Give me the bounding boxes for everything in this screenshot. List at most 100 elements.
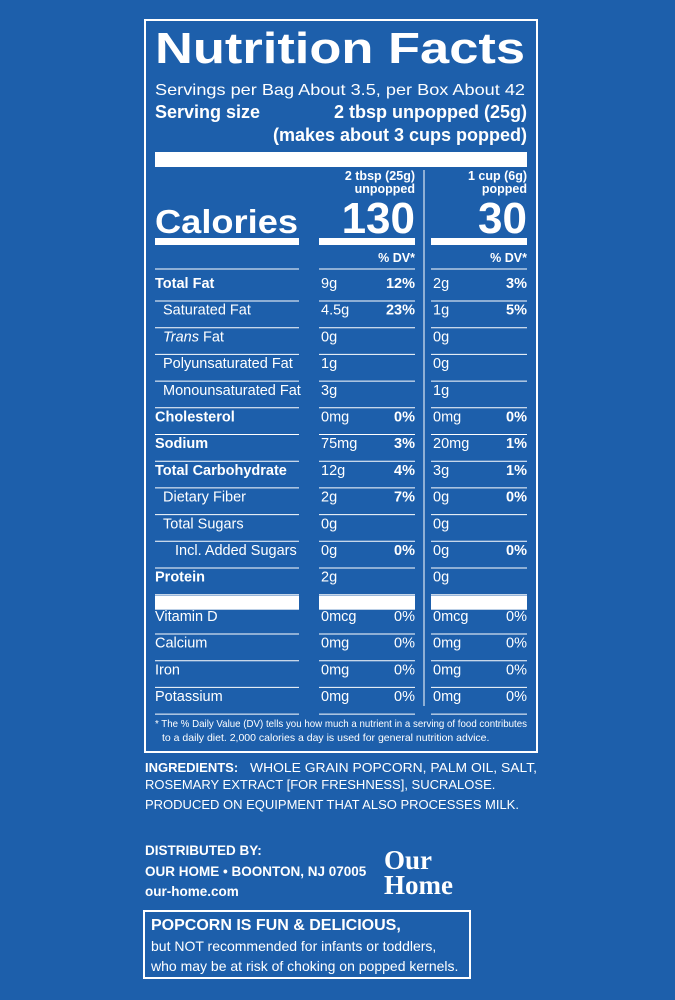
nutrient-name: Monounsaturated Fat (163, 383, 301, 399)
ingredients: WHOLE GRAIN POPCORN, PALM OIL, SALT, (250, 760, 537, 775)
nutrient-name: Calcium (155, 636, 207, 652)
nutrient-name-part: Fat (203, 329, 224, 345)
nutrient-amount: 1g (433, 303, 449, 319)
brand-logo: Our (384, 845, 432, 875)
nutrient-dv: 0% (506, 636, 527, 652)
nutrient-dv: 0% (506, 410, 527, 426)
nutrient-dv: 1% (506, 463, 527, 479)
nutrient-dv: 12% (386, 276, 415, 292)
nutrient-amount: 0mg (433, 636, 461, 652)
nutrient-amount: 0mg (433, 662, 461, 678)
nutrient-dv: 0% (394, 636, 415, 652)
nutrient-dv: 0% (394, 609, 415, 625)
dv-header: % DV* (378, 251, 415, 265)
column-state: popped (482, 182, 527, 196)
column-amount: 2 tbsp (25g) (345, 169, 415, 183)
servings: Servings per Bag About 3.5, per Box Abou… (155, 82, 525, 99)
footnote: * The % Daily Value (DV) tells you how m… (155, 718, 527, 730)
nutrient-name: Sodium (155, 436, 208, 452)
nutrient-amount: 0mcg (433, 609, 468, 625)
nutrient-amount: 0g (433, 329, 449, 345)
nutrient-dv: 0% (394, 662, 415, 678)
serving-size-note: (makes about 3 cups popped) (273, 125, 527, 145)
thick-bar (155, 595, 299, 610)
calories-bar (319, 238, 415, 245)
nutrient-amount: 4.5g (321, 303, 349, 319)
nutrient-name: Cholesterol (155, 410, 235, 426)
calories-bar (431, 238, 527, 245)
nutrient-amount: 0mg (321, 662, 349, 678)
nutrient-dv: 0% (506, 662, 527, 678)
nutrient-dv: 7% (394, 490, 415, 506)
nutrient-amount: 2g (433, 276, 449, 292)
nutrient-dv: 0% (506, 609, 527, 625)
nutrient-name: Trans Fat (163, 329, 224, 345)
warning-title: POPCORN IS FUN & DELICIOUS, (151, 917, 401, 934)
nutrient-amount: 0mg (321, 689, 349, 705)
nutrient-dv: 0% (506, 490, 527, 506)
nutrient-amount: 3g (321, 383, 337, 399)
nutrient-amount: 0mcg (321, 609, 356, 625)
brand-logo: Home (384, 870, 453, 900)
nutrient-dv: 23% (386, 303, 415, 319)
distributor-label: DISTRIBUTED BY: (145, 843, 262, 858)
thick-bar (155, 152, 527, 167)
column-amount: 1 cup (6g) (468, 169, 527, 183)
thick-bar (431, 595, 527, 610)
nutrient-amount: 0g (433, 490, 449, 506)
nutrient-dv: 0% (394, 689, 415, 705)
nutrient-amount: 0g (433, 356, 449, 372)
dv-header: % DV* (490, 251, 527, 265)
nutrient-name: Total Carbohydrate (155, 463, 287, 479)
nutrient-amount: 0mg (433, 410, 461, 426)
nutrient-amount: 0g (433, 516, 449, 532)
nutrient-amount: 2g (321, 570, 337, 586)
footnote: to a daily diet. 2,000 calories a day is… (162, 732, 489, 744)
nutrient-amount: 0g (321, 329, 337, 345)
warning-text: but NOT recommended for infants or toddl… (151, 938, 436, 954)
warning-box (143, 910, 471, 979)
nutrient-amount: 1g (433, 383, 449, 399)
nutrient-name: Potassium (155, 689, 223, 705)
nutrient-dv: 5% (506, 303, 527, 319)
title: Nutrition Facts (155, 24, 525, 73)
nutrient-amount: 0g (433, 543, 449, 559)
nutrient-amount: 0g (433, 570, 449, 586)
calories-bar (155, 238, 299, 245)
nutrient-amount: 20mg (433, 436, 469, 452)
warning-text: who may be at risk of choking on popped … (150, 958, 458, 974)
calories-label: Calories (155, 203, 298, 240)
nutrient-dv: 0% (394, 543, 415, 559)
distributor-address: OUR HOME • BOONTON, NJ 07005 (145, 864, 367, 879)
nutrient-amount: 2g (321, 490, 337, 506)
nutrient-dv: 3% (506, 276, 527, 292)
nutrient-name: Saturated Fat (163, 303, 251, 319)
column-state: unpopped (355, 182, 415, 196)
nutrient-amount: 12g (321, 463, 345, 479)
nutrient-name: Incl. Added Sugars (175, 543, 297, 559)
nutrient-name: Total Sugars (163, 516, 244, 532)
distributor-website: our-home.com (145, 884, 239, 899)
nutrient-amount: 3g (433, 463, 449, 479)
nutrient-dv: 0% (394, 410, 415, 426)
nutrient-amount: 0mg (321, 636, 349, 652)
serving-size: 2 tbsp unpopped (25g) (334, 102, 527, 122)
nutrient-amount: 0mg (321, 410, 349, 426)
nutrient-dv: 4% (394, 463, 415, 479)
nutrient-dv: 3% (394, 436, 415, 452)
nutrient-name: Dietary Fiber (163, 490, 246, 506)
nutrient-name: Protein (155, 570, 205, 586)
nutrient-amount: 0g (321, 543, 337, 559)
nutrient-name: Iron (155, 662, 180, 678)
nutrient-dv: 1% (506, 436, 527, 452)
nutrient-dv: 0% (506, 543, 527, 559)
serving-size-label: Serving size (155, 102, 260, 122)
nutrient-amount: 75mg (321, 436, 357, 452)
nutrient-name-italic: Trans (163, 329, 199, 345)
nutrient-amount: 0g (321, 516, 337, 532)
calories-value: 30 (478, 194, 527, 243)
ingredients: ROSEMARY EXTRACT [FOR FRESHNESS], SUCRAL… (145, 777, 495, 792)
nutrient-amount: 1g (321, 356, 337, 372)
